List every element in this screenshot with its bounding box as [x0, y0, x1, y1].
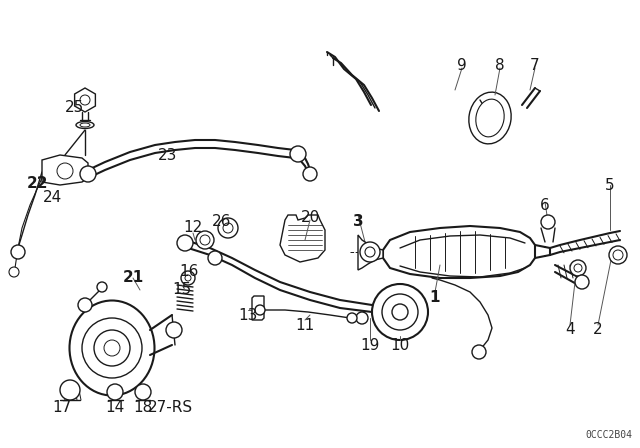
Text: 19: 19	[360, 337, 380, 353]
Text: 12: 12	[184, 220, 203, 236]
Circle shape	[574, 264, 582, 272]
Polygon shape	[252, 296, 264, 320]
Circle shape	[255, 305, 265, 315]
Circle shape	[104, 340, 120, 356]
Text: 1: 1	[429, 290, 440, 306]
Text: 14: 14	[106, 401, 125, 415]
Text: 3: 3	[353, 215, 364, 229]
Text: 18: 18	[133, 401, 152, 415]
Circle shape	[365, 247, 375, 257]
Ellipse shape	[76, 121, 94, 129]
Text: 5: 5	[605, 177, 615, 193]
Ellipse shape	[469, 92, 511, 144]
Circle shape	[11, 245, 25, 259]
Circle shape	[9, 267, 19, 277]
Circle shape	[347, 313, 357, 323]
Text: 8: 8	[495, 57, 505, 73]
Circle shape	[360, 242, 380, 262]
Text: 15: 15	[172, 283, 191, 297]
Text: 23: 23	[158, 147, 178, 163]
Circle shape	[613, 250, 623, 260]
Text: 26: 26	[212, 215, 232, 229]
Circle shape	[575, 275, 589, 289]
Circle shape	[541, 215, 555, 229]
Text: 6: 6	[540, 198, 550, 212]
Circle shape	[196, 231, 214, 249]
Circle shape	[392, 304, 408, 320]
Circle shape	[181, 271, 195, 285]
Text: 10: 10	[390, 337, 410, 353]
Circle shape	[208, 251, 222, 265]
Circle shape	[135, 384, 151, 400]
Circle shape	[218, 218, 238, 238]
Circle shape	[57, 163, 73, 179]
Circle shape	[472, 345, 486, 359]
Circle shape	[78, 298, 92, 312]
Polygon shape	[280, 215, 325, 262]
Text: 17: 17	[52, 401, 72, 415]
Circle shape	[200, 235, 210, 245]
Text: 0CCC2B04: 0CCC2B04	[585, 430, 632, 440]
Circle shape	[223, 223, 233, 233]
Circle shape	[570, 260, 586, 276]
Circle shape	[303, 167, 317, 181]
Text: 20: 20	[300, 211, 319, 225]
Text: 16: 16	[179, 264, 198, 280]
Circle shape	[372, 284, 428, 340]
Circle shape	[185, 275, 191, 281]
Circle shape	[177, 235, 193, 251]
Ellipse shape	[476, 99, 504, 137]
Polygon shape	[358, 235, 383, 270]
Circle shape	[94, 330, 130, 366]
Text: 11: 11	[296, 318, 315, 332]
Text: 25: 25	[65, 100, 84, 116]
Text: 21: 21	[122, 271, 143, 285]
Text: 22: 22	[28, 176, 49, 190]
Circle shape	[80, 95, 90, 105]
Polygon shape	[42, 155, 88, 185]
Polygon shape	[383, 226, 535, 278]
Circle shape	[382, 294, 418, 330]
Circle shape	[60, 380, 80, 400]
Text: 2: 2	[593, 323, 603, 337]
Circle shape	[97, 282, 107, 292]
Text: 4: 4	[565, 323, 575, 337]
Circle shape	[609, 246, 627, 264]
Circle shape	[80, 166, 96, 182]
Text: 13: 13	[238, 307, 258, 323]
Text: 9: 9	[457, 57, 467, 73]
Text: 27-RS: 27-RS	[147, 401, 193, 415]
Text: 7: 7	[530, 57, 540, 73]
Ellipse shape	[80, 123, 90, 127]
Text: 24: 24	[44, 190, 63, 206]
Circle shape	[356, 312, 368, 324]
Circle shape	[290, 146, 306, 162]
Circle shape	[166, 322, 182, 338]
Polygon shape	[75, 88, 95, 112]
Ellipse shape	[70, 301, 154, 396]
Circle shape	[107, 384, 123, 400]
Circle shape	[82, 318, 142, 378]
